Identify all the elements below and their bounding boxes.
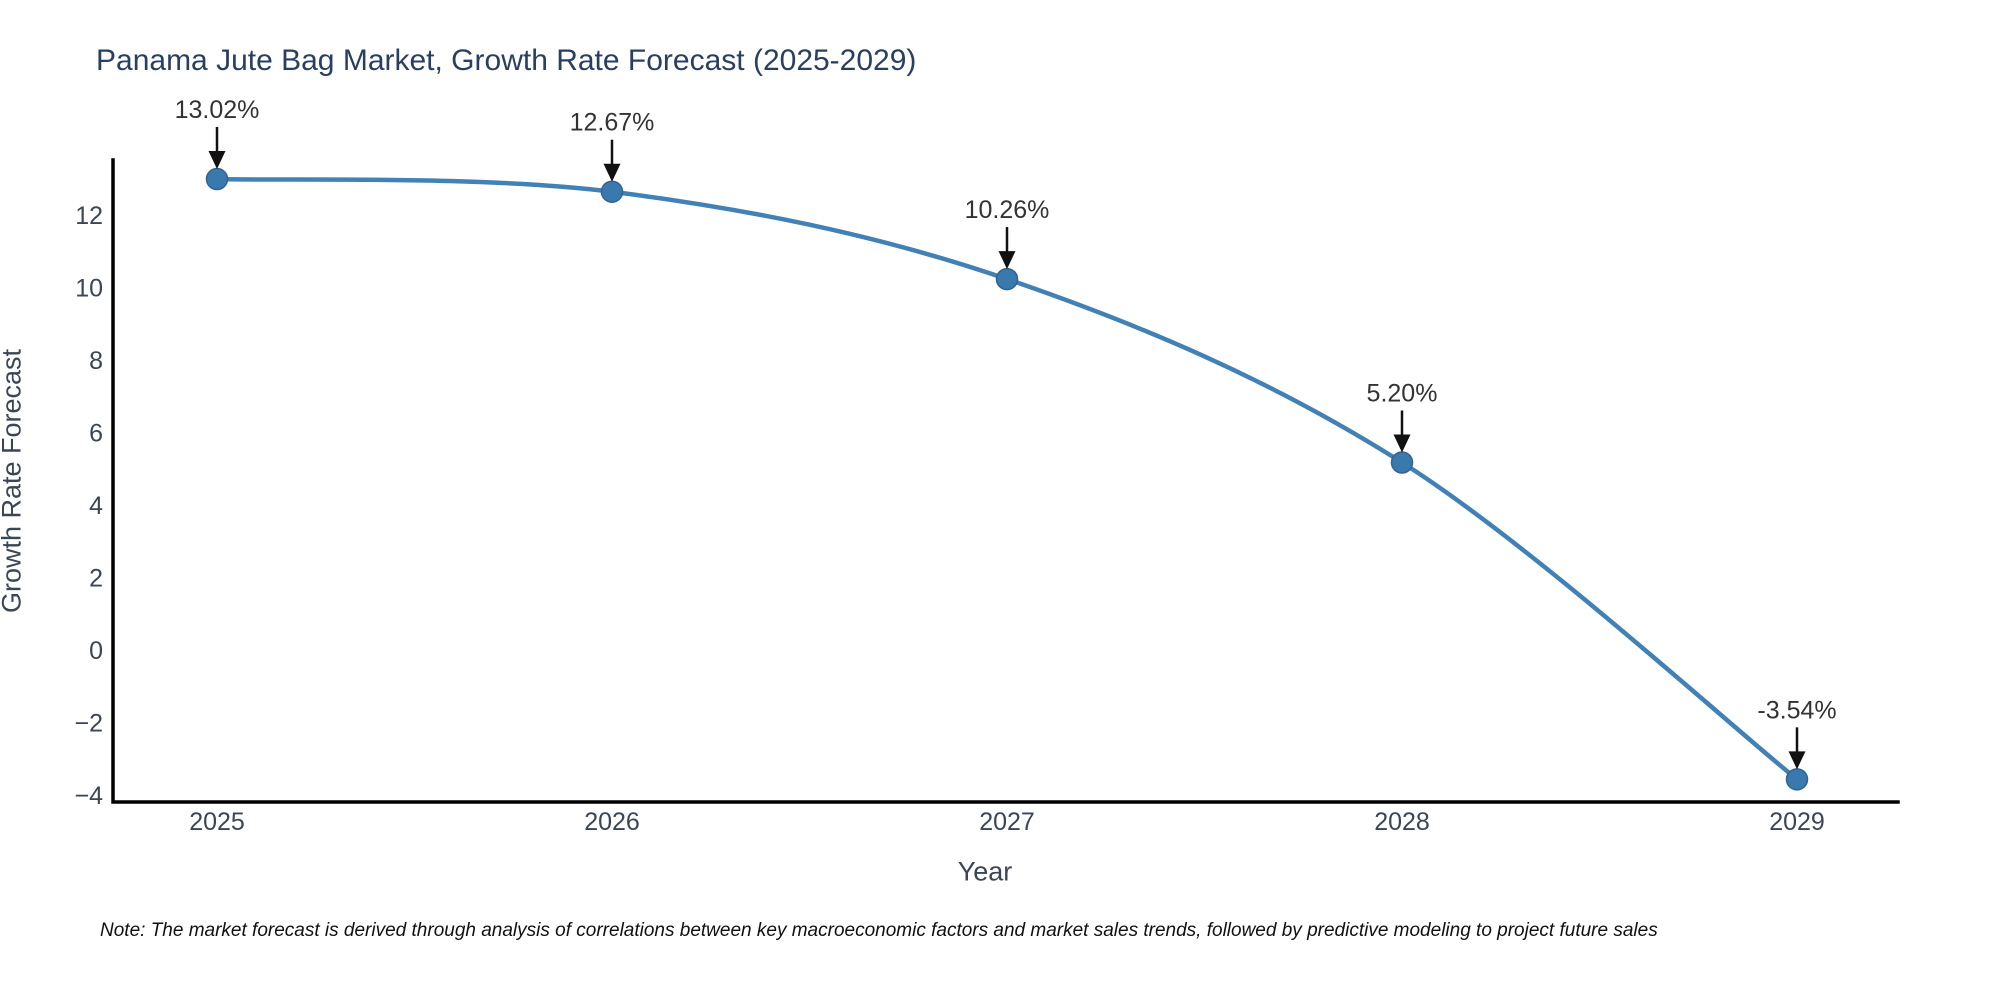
y-tick-label: 10 [75,275,103,303]
data-point-marker [1390,451,1414,474]
annotation-arrow-head [1788,751,1806,770]
data-point-label: -3.54% [1757,696,1836,724]
data-point-label: 5.20% [1367,380,1438,408]
y-tick-label: 12 [75,202,103,230]
y-tick-label: 0 [89,637,103,665]
x-axis-label: Year [957,856,1013,887]
axis-spines [111,158,1900,804]
x-tick-label: 2029 [1769,808,1825,836]
y-tick-label: 4 [89,492,103,520]
data-point-label: 12.67% [570,109,655,137]
data-point-marker [995,267,1019,291]
chart-note: Note: The market forecast is derived thr… [100,920,1658,941]
data-point-label: 13.02% [175,96,260,124]
x-tick-label: 2026 [584,808,640,836]
x-tick-label: 2027 [979,808,1035,836]
annotation-arrow-head [603,163,621,182]
annotation-arrow-head [1393,434,1411,453]
y-tick-label: −2 [74,710,103,738]
data-point-label: 10.26% [965,196,1050,224]
x-tick-label: 2028 [1374,808,1430,836]
annotation-arrow-head [208,151,226,170]
annotation-arrow-head [998,251,1016,270]
data-point-marker [1785,768,1809,791]
y-tick-label: −4 [74,782,103,810]
data-point-marker [600,180,624,203]
data-point-marker [205,167,229,191]
y-tick-label: 2 [89,565,103,593]
y-tick-label: 8 [89,347,103,375]
x-tick-label: 2025 [189,808,245,836]
y-tick-label: 6 [89,420,103,448]
chart-title: Panama Jute Bag Market, Growth Rate Fore… [96,44,917,77]
